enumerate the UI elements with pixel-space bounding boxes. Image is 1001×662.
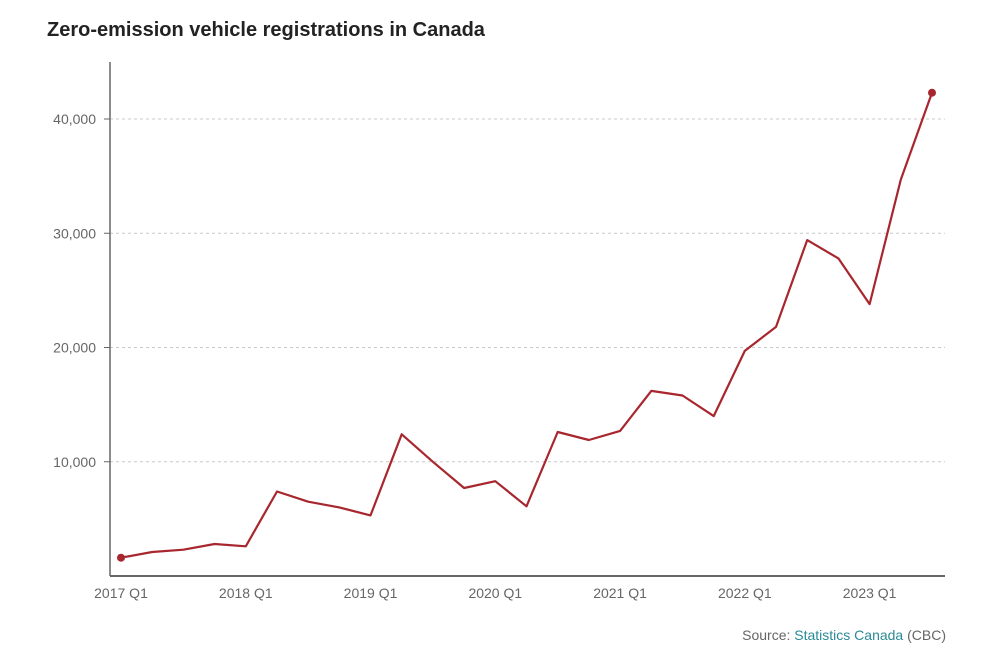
series-layer (117, 88, 936, 562)
y-tick-label: 30,000 (53, 225, 96, 241)
x-tick-label: 2022 Q1 (718, 585, 772, 601)
source-suffix: (CBC) (903, 627, 946, 643)
start-point-marker (117, 553, 125, 562)
y-tick-label: 20,000 (53, 340, 96, 356)
axes (104, 62, 945, 577)
source-prefix: Source: (742, 627, 795, 643)
source-note: Source: Statistics Canada (CBC) (742, 627, 946, 643)
x-tick-label: 2023 Q1 (843, 585, 897, 601)
series-line (120, 92, 934, 559)
x-tick-label: 2021 Q1 (593, 585, 647, 601)
chart-title: Zero-emission vehicle registrations in C… (47, 19, 485, 41)
end-point-marker (928, 88, 936, 97)
gridlines (110, 118, 945, 463)
y-tick-label: 10,000 (53, 454, 96, 470)
x-tick-label: 2017 Q1 (94, 585, 148, 601)
y-axis-labels: 10,000 20,000 30,000 40,000 (53, 111, 96, 470)
source-link[interactable]: Statistics Canada (794, 627, 904, 643)
x-axis-labels: 2017 Q1 2018 Q1 2019 Q1 2020 Q1 2021 Q1 2022 … (94, 585, 897, 601)
x-tick-label: 2019 Q1 (344, 585, 398, 601)
x-tick-label: 2020 Q1 (468, 585, 522, 601)
x-tick-label: 2018 Q1 (219, 585, 273, 601)
y-tick-label: 40,000 (53, 111, 96, 127)
